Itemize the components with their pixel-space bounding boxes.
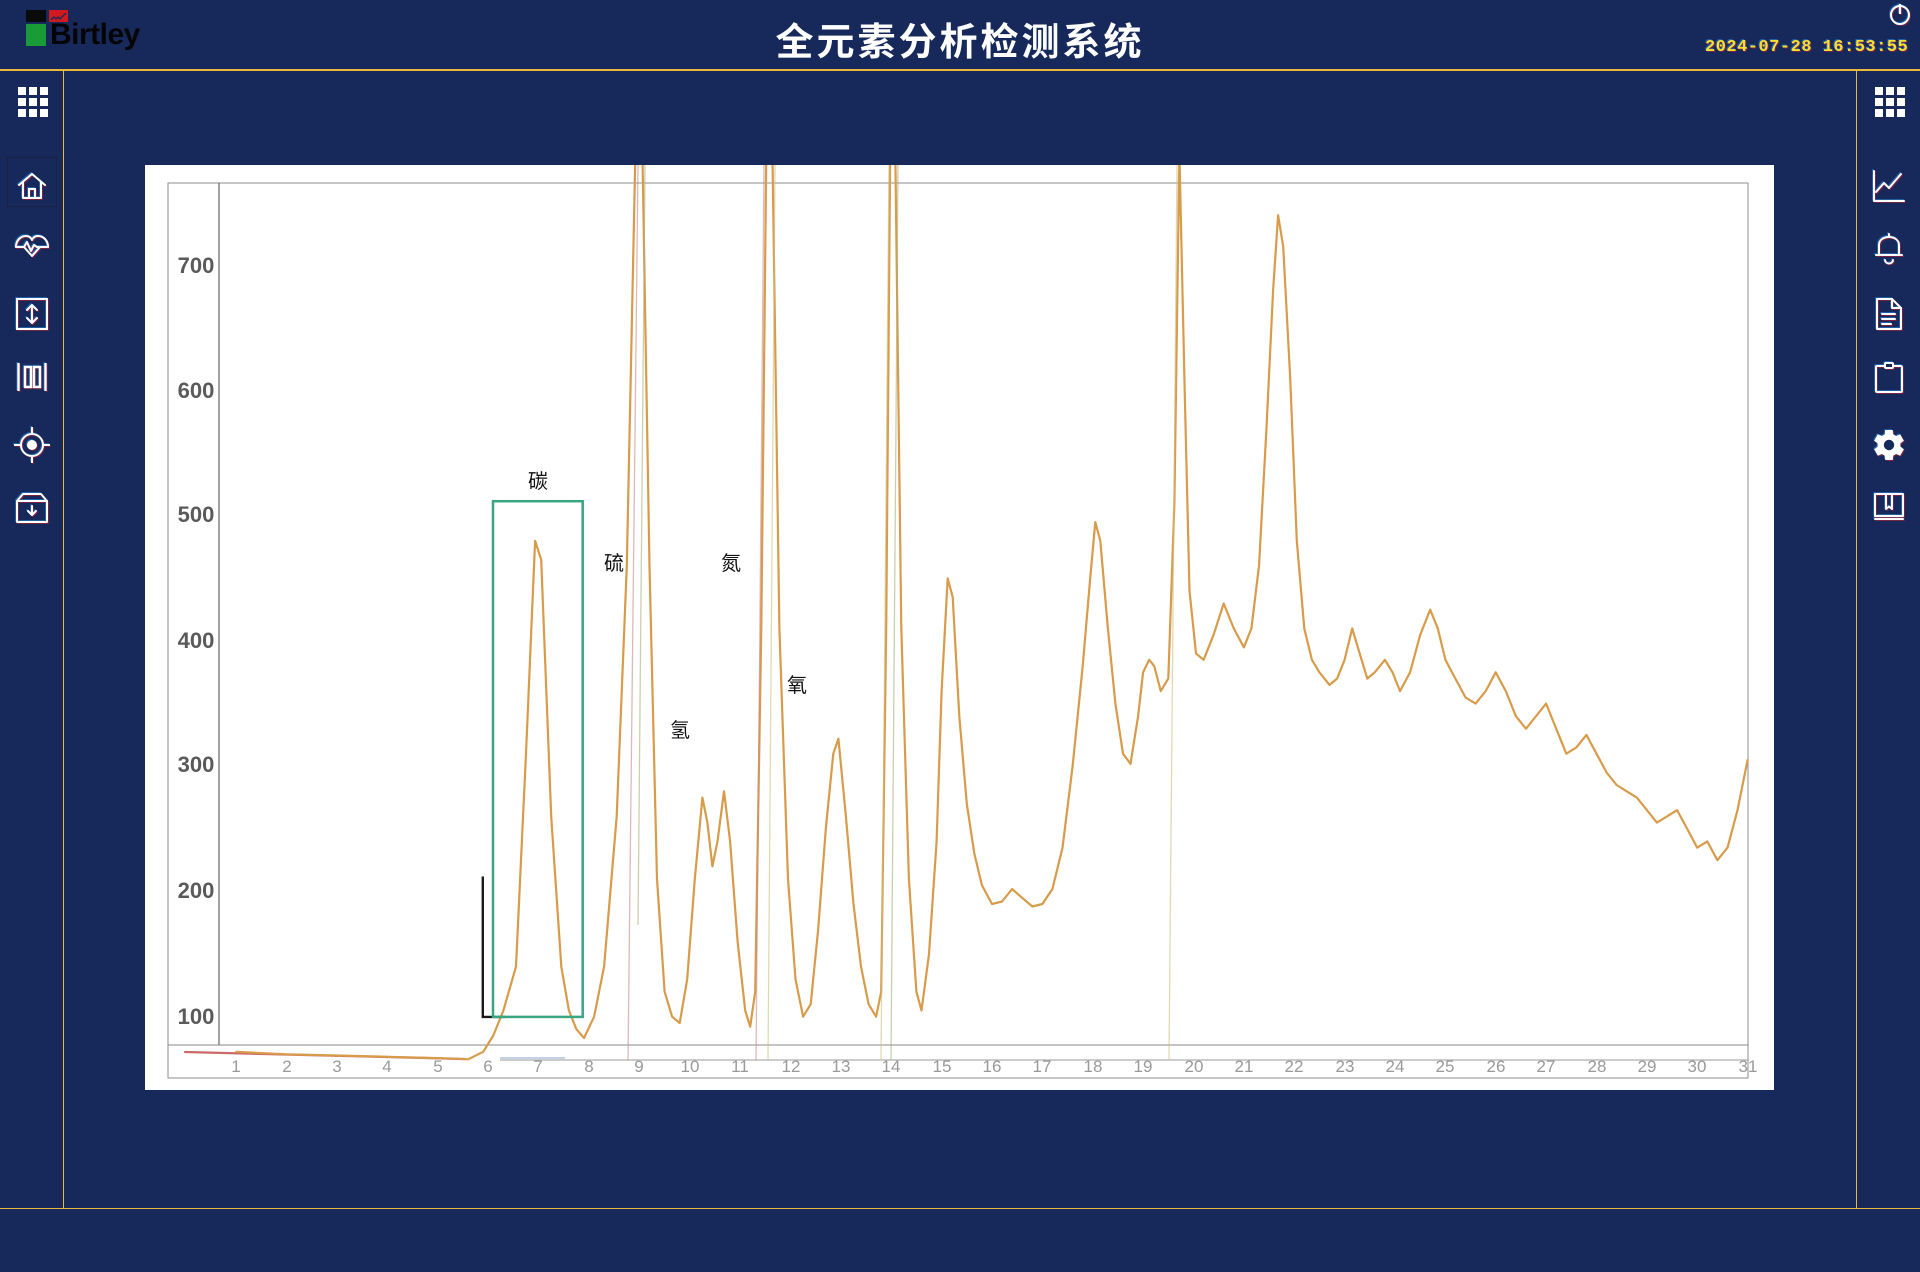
svg-text:6: 6 — [483, 1057, 492, 1076]
svg-text:氧: 氧 — [787, 669, 807, 698]
svg-text:2: 2 — [282, 1057, 291, 1076]
svg-text:氢: 氢 — [670, 714, 690, 743]
svg-text:100: 100 — [178, 1004, 215, 1029]
svg-text:氮: 氮 — [721, 547, 741, 576]
svg-text:500: 500 — [178, 502, 215, 527]
svg-text:300: 300 — [178, 752, 215, 777]
svg-text:碳: 碳 — [528, 465, 548, 494]
svg-text:4: 4 — [382, 1057, 391, 1076]
svg-text:200: 200 — [178, 878, 215, 903]
svg-text:600: 600 — [178, 378, 215, 403]
svg-text:3: 3 — [332, 1057, 341, 1076]
svg-text:400: 400 — [178, 628, 215, 653]
svg-text:1: 1 — [231, 1057, 240, 1076]
svg-text:700: 700 — [178, 253, 215, 278]
svg-text:5: 5 — [433, 1057, 442, 1076]
svg-text:硫: 硫 — [604, 547, 624, 576]
